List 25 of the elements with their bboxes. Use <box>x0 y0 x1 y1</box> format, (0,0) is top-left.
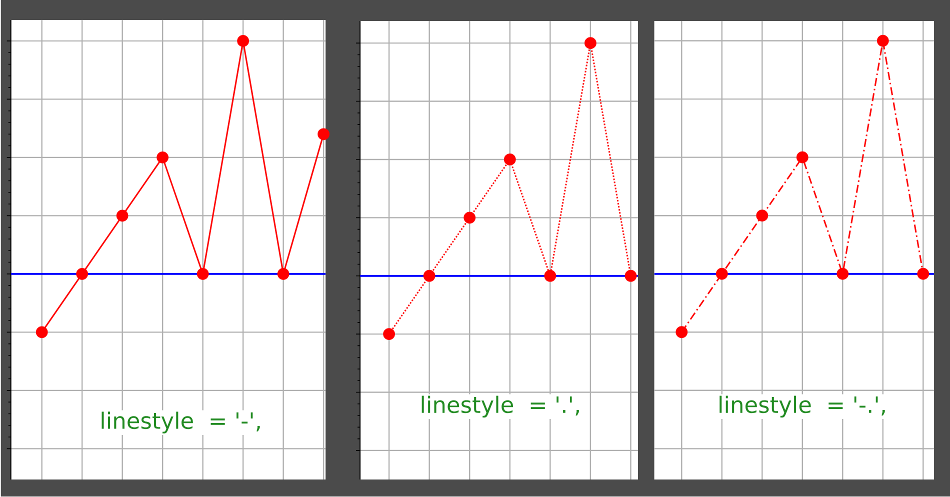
point <box>756 210 768 222</box>
point <box>917 268 930 280</box>
point <box>796 152 808 164</box>
point <box>716 268 728 280</box>
point <box>876 35 889 47</box>
point <box>676 326 688 338</box>
point <box>383 328 395 340</box>
text: linestyle = '.', <box>422 396 579 418</box>
point <box>584 37 596 50</box>
point <box>277 268 290 280</box>
point <box>36 326 48 338</box>
point <box>76 268 88 280</box>
text: linestyle = '-', <box>102 412 260 434</box>
point <box>237 35 250 48</box>
point <box>156 152 169 164</box>
point <box>624 270 637 282</box>
point <box>544 270 556 282</box>
point <box>318 128 330 140</box>
point <box>464 212 476 224</box>
text: linestyle = '-.', <box>720 396 885 418</box>
point <box>196 268 209 280</box>
point <box>423 270 436 282</box>
point <box>836 268 849 280</box>
point <box>504 154 516 166</box>
point <box>116 210 128 222</box>
